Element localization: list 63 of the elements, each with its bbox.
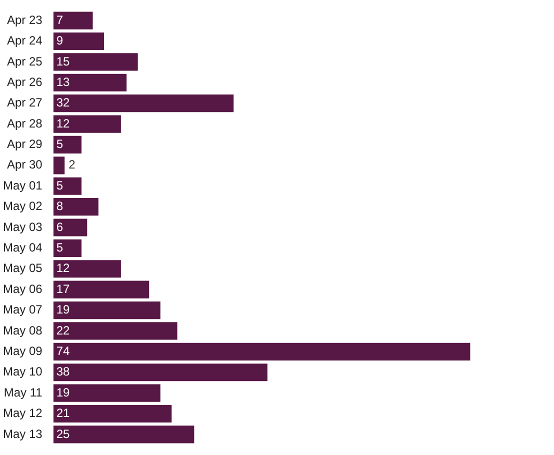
- y-tick-label: May 05: [2, 261, 43, 276]
- y-tick-label: Apr 29: [6, 137, 43, 152]
- bar: [53, 280, 150, 298]
- data-label: 21: [56, 406, 70, 420]
- data-label: 22: [56, 323, 70, 338]
- data-label: 6: [56, 220, 64, 234]
- bar: [53, 74, 127, 92]
- y-tick-label: May 12: [2, 406, 43, 420]
- y-tick-label: May 10: [2, 364, 43, 379]
- bar: [53, 426, 194, 444]
- y-tick-label: May 01: [2, 178, 43, 192]
- y-tick-label: Apr 28: [6, 116, 43, 130]
- y-tick-label: Apr 27: [6, 96, 43, 110]
- data-label: 17: [56, 282, 70, 296]
- data-label: 15: [56, 54, 70, 68]
- data-label: 19: [56, 302, 70, 317]
- bar: [53, 115, 121, 133]
- bar: [53, 218, 88, 236]
- bar: [53, 53, 138, 71]
- y-tick-label: May 06: [2, 282, 43, 296]
- bar: [53, 404, 172, 423]
- bar: [53, 177, 82, 195]
- y-tick-label: Apr 24: [6, 34, 43, 48]
- y-tick-label: May 09: [2, 344, 43, 358]
- y-tick-label: May 13: [2, 426, 43, 441]
- y-tick-label: May 08: [2, 323, 43, 338]
- data-label: 5: [56, 240, 64, 255]
- bar: [53, 364, 268, 382]
- data-label: 25: [56, 426, 70, 441]
- bar: [53, 94, 234, 112]
- bar: [53, 384, 160, 402]
- data-label: 19: [56, 385, 70, 400]
- data-label: 5: [56, 137, 64, 152]
- y-tick-label: Apr 26: [6, 74, 43, 89]
- bar: [53, 12, 93, 30]
- data-label: 12: [56, 261, 70, 276]
- y-tick-label: Apr 25: [6, 54, 43, 68]
- bar: [53, 32, 104, 50]
- bar: [53, 239, 82, 257]
- data-label: 13: [56, 74, 70, 89]
- data-label: 38: [56, 364, 70, 379]
- y-tick-label: May 04: [2, 240, 43, 255]
- bar: [53, 198, 98, 216]
- data-label: 12: [56, 116, 70, 130]
- bar: [53, 156, 65, 174]
- bar: [53, 342, 470, 360]
- bar: [53, 136, 82, 154]
- data-label: 2: [68, 158, 76, 172]
- bar: [53, 260, 121, 278]
- data-label: 74: [56, 344, 70, 358]
- data-label: 7: [56, 12, 64, 27]
- bar: [53, 322, 178, 340]
- y-tick-label: May 03: [2, 220, 43, 234]
- data-label: 32: [56, 96, 70, 110]
- data-label: 9: [56, 34, 64, 48]
- y-tick-label: May 07: [2, 302, 43, 317]
- data-label: 8: [56, 199, 64, 214]
- data-label: 5: [56, 178, 64, 192]
- bar: [53, 301, 160, 320]
- y-tick-label: May 11: [4, 385, 43, 400]
- y-tick-label: Apr 30: [6, 158, 43, 172]
- y-tick-label: Apr 23: [6, 12, 43, 27]
- y-tick-label: May 02: [2, 199, 43, 214]
